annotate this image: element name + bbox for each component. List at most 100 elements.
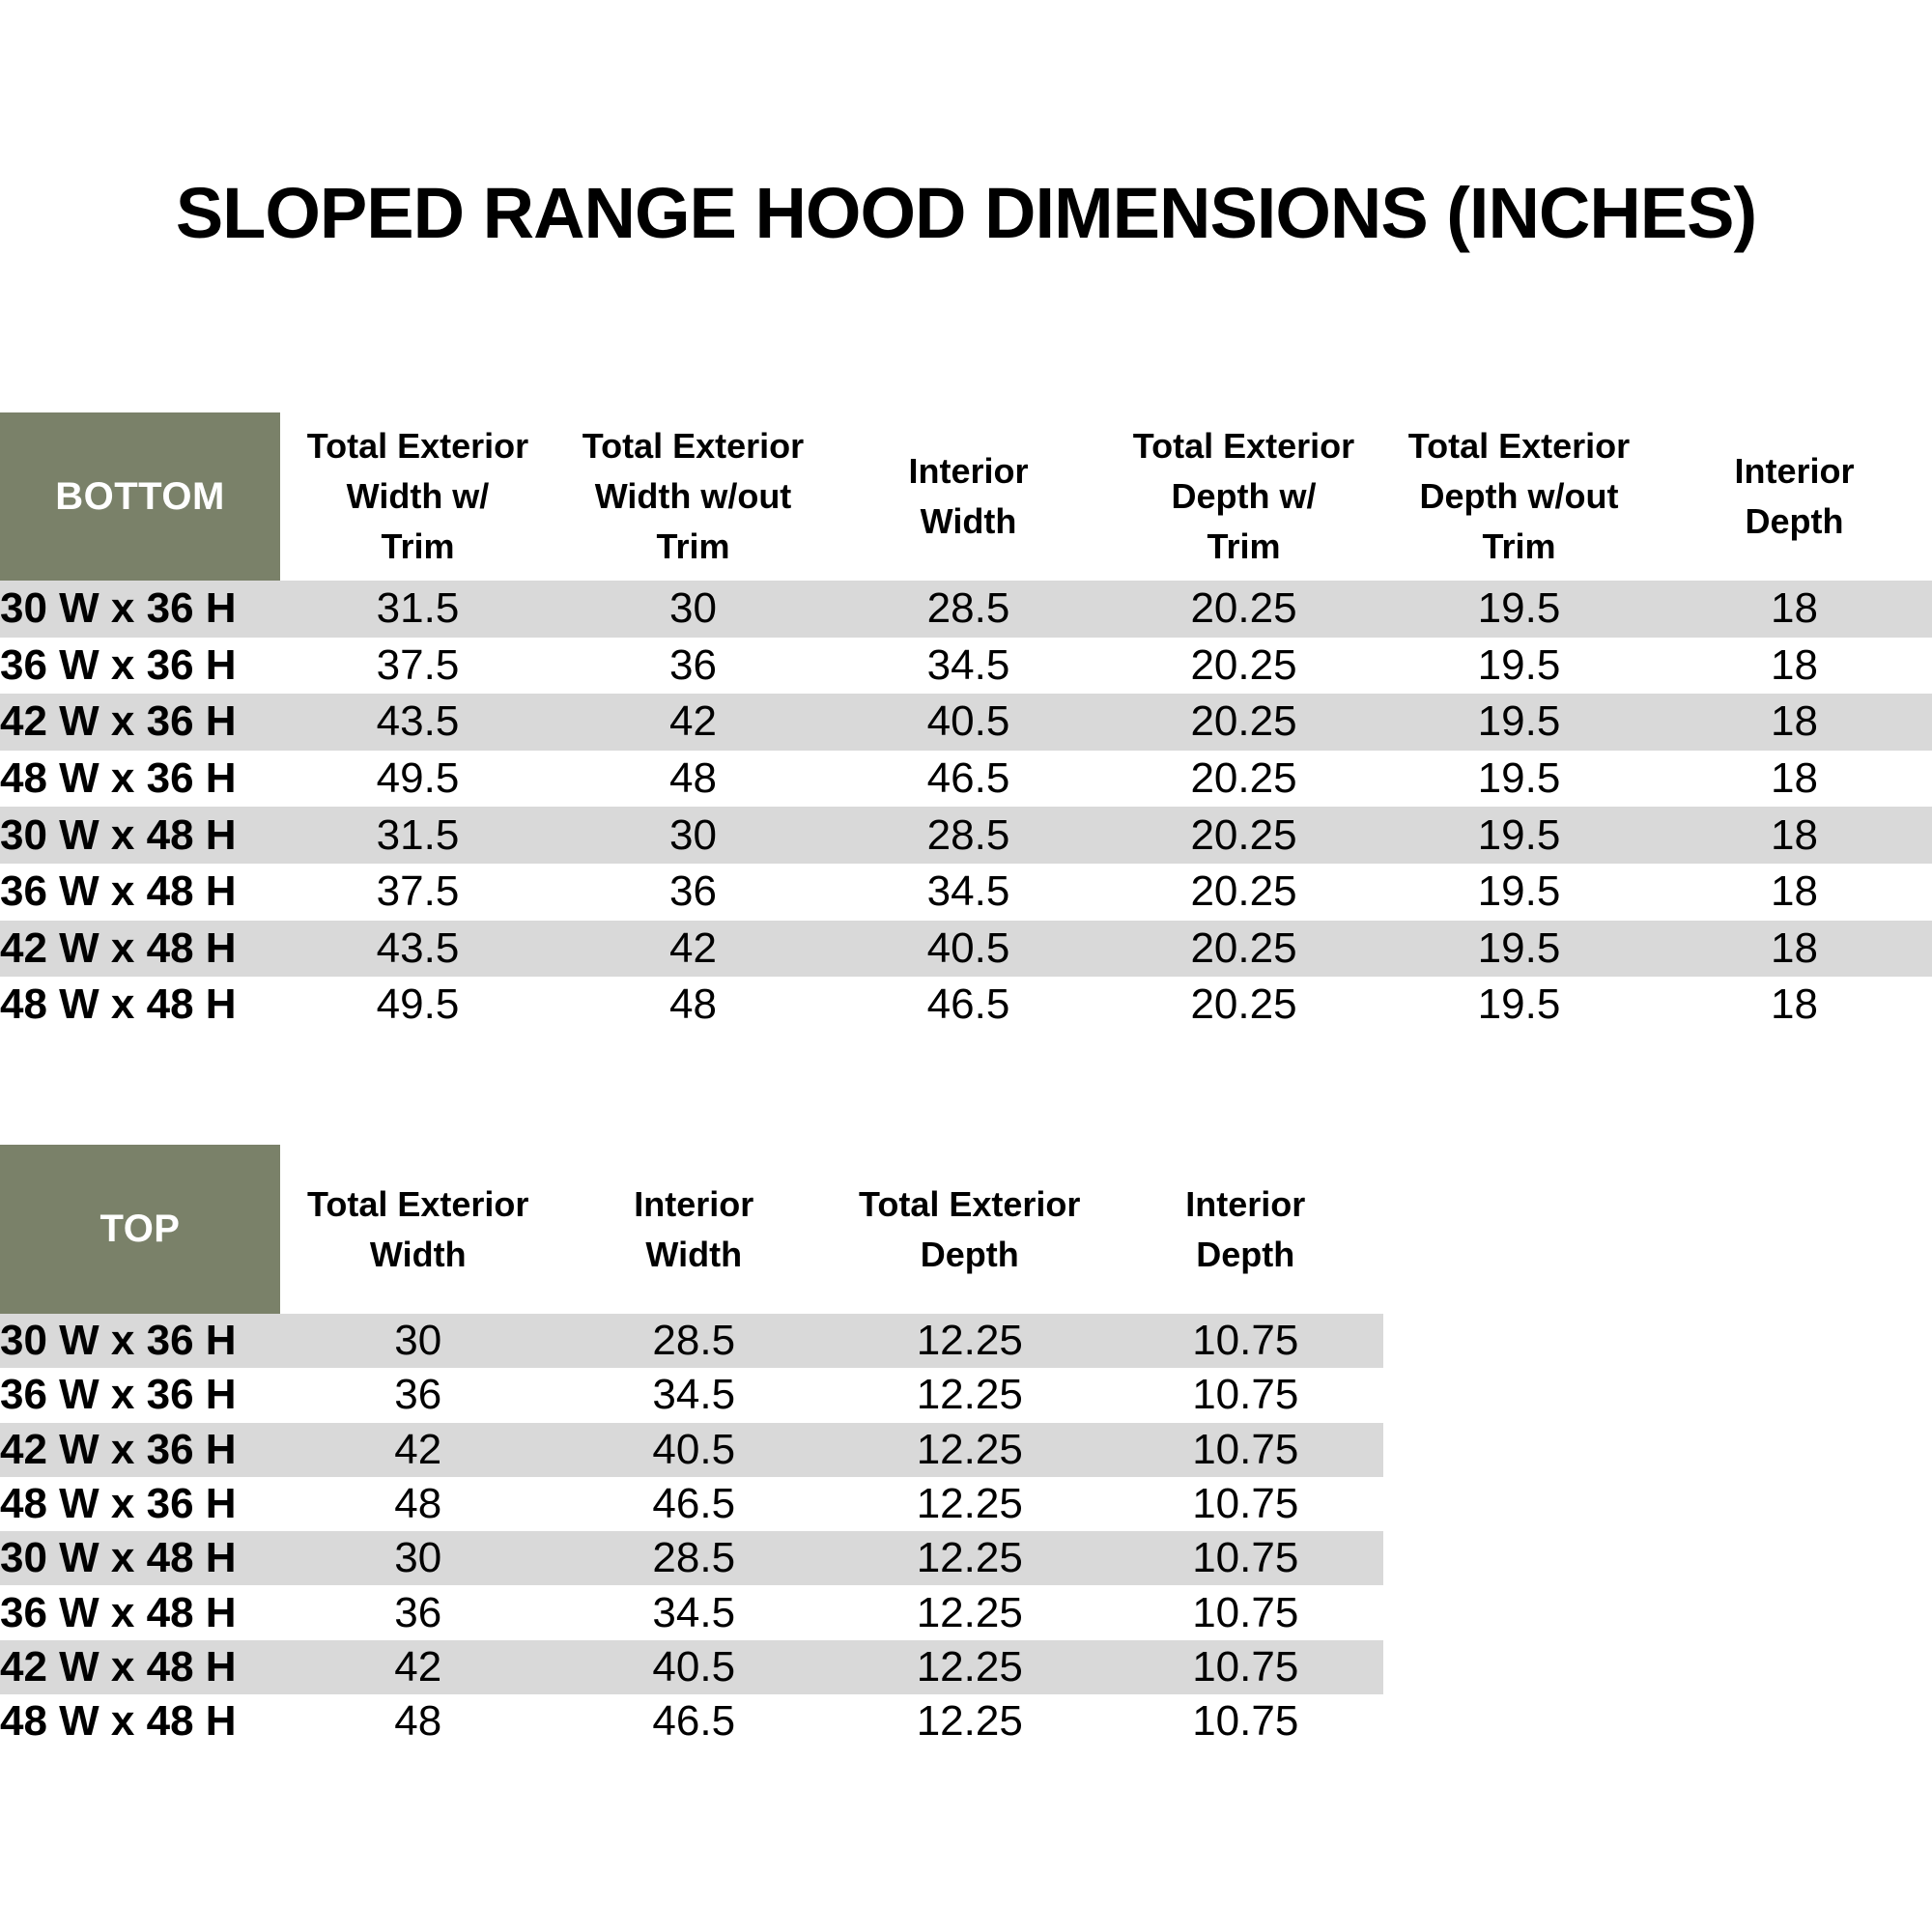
cell-value: 28.5	[831, 807, 1106, 864]
table-row: 42 W x 36 H 43.5 42 40.5 20.25 19.5 18	[0, 694, 1932, 751]
column-header: Interior Width	[634, 1183, 754, 1274]
cell-value: 20.25	[1106, 694, 1381, 751]
table-row: 30 W x 48 H 30 28.5 12.25 10.75	[0, 1531, 1383, 1586]
row-label: 42 W x 48 H	[0, 920, 280, 978]
cell-value: 19.5	[1381, 581, 1657, 638]
row-label: 36 W x 48 H	[0, 1588, 237, 1636]
cell-value: 34.5	[652, 1371, 736, 1419]
table-row: 30 W x 36 H 30 28.5 12.25 10.75	[0, 1314, 1383, 1369]
cell-value: 49.5	[376, 980, 460, 1029]
cell-value: 31.5	[280, 581, 555, 638]
cell-value: 30	[555, 581, 831, 638]
cell-value: 34.5	[926, 867, 1010, 916]
top-table-label: TOP	[0, 1145, 280, 1314]
row-label: 48 W x 36 H	[0, 1480, 237, 1528]
cell-value: 10.75	[1192, 1371, 1299, 1419]
cell-value: 19.5	[1477, 754, 1561, 803]
cell-value: 40.5	[555, 1422, 832, 1477]
cell-value: 10.75	[1107, 1639, 1383, 1695]
top-dimensions-table: TOP Total Exterior Width Interior Width …	[0, 1145, 1383, 1748]
bottom-dimensions-table: BOTTOM Total Exterior Width w/ Trim Tota…	[0, 412, 1932, 1034]
cell-value: 12.25	[832, 1531, 1108, 1586]
bottom-table-header-row: BOTTOM Total Exterior Width w/ Trim Tota…	[0, 412, 1932, 581]
cell-value: 40.5	[831, 694, 1106, 751]
column-header: Total Exterior Width w/out Trim	[582, 426, 805, 566]
cell-value: 34.5	[652, 1588, 736, 1636]
cell-value: 46.5	[926, 980, 1010, 1029]
cell-value: 42	[280, 1422, 556, 1477]
cell-value: 49.5	[376, 754, 460, 803]
table-row: 36 W x 36 H 37.5 36 34.5 20.25 19.5 18	[0, 638, 1932, 695]
cell-value: 48	[669, 754, 717, 803]
cell-value: 20.25	[1106, 920, 1381, 978]
cell-value: 28.5	[831, 581, 1106, 638]
cell-value: 20.25	[1106, 581, 1381, 638]
row-label: 30 W x 36 H	[0, 1314, 280, 1369]
table-row: 36 W x 48 H 37.5 36 34.5 20.25 19.5 18	[0, 864, 1932, 921]
cell-value: 12.25	[832, 1314, 1108, 1369]
row-label: 36 W x 36 H	[0, 640, 237, 689]
table-row: 36 W x 36 H 36 34.5 12.25 10.75	[0, 1368, 1383, 1422]
cell-value: 30	[555, 807, 831, 864]
table-row: 48 W x 48 H 49.5 48 46.5 20.25 19.5 18	[0, 977, 1932, 1034]
column-header: Interior Width	[908, 451, 1029, 541]
cell-value: 19.5	[1381, 694, 1657, 751]
table-row: 42 W x 36 H 42 40.5 12.25 10.75	[0, 1422, 1383, 1477]
table-row: 42 W x 48 H 43.5 42 40.5 20.25 19.5 18	[0, 920, 1932, 978]
cell-value: 19.5	[1381, 807, 1657, 864]
cell-value: 18	[1771, 754, 1818, 803]
cell-value: 20.25	[1190, 867, 1297, 916]
row-label: 30 W x 36 H	[0, 581, 280, 638]
cell-value: 40.5	[831, 920, 1106, 978]
cell-value: 18	[1657, 920, 1932, 978]
cell-value: 36	[669, 640, 717, 689]
row-label: 48 W x 36 H	[0, 754, 237, 803]
cell-value: 43.5	[280, 694, 555, 751]
cell-value: 46.5	[652, 1697, 736, 1746]
row-label: 36 W x 48 H	[0, 867, 237, 916]
page-title: SLOPED RANGE HOOD DIMENSIONS (INCHES)	[175, 173, 1757, 253]
cell-value: 18	[1771, 867, 1818, 916]
cell-value: 36	[669, 867, 717, 916]
column-header: Interior Depth	[1734, 451, 1855, 541]
row-label: 42 W x 36 H	[0, 694, 280, 751]
top-table-header-row: TOP Total Exterior Width Interior Width …	[0, 1145, 1383, 1314]
table-row: 48 W x 36 H 49.5 48 46.5 20.25 19.5 18	[0, 751, 1932, 808]
cell-value: 48	[394, 1480, 442, 1528]
cell-value: 18	[1657, 581, 1932, 638]
cell-value: 12.25	[832, 1422, 1108, 1477]
table-row: 36 W x 48 H 36 34.5 12.25 10.75	[0, 1585, 1383, 1639]
cell-value: 48	[669, 980, 717, 1029]
cell-value: 18	[1657, 807, 1932, 864]
row-label: 30 W x 48 H	[0, 1531, 280, 1586]
cell-value: 19.5	[1477, 640, 1561, 689]
cell-value: 30	[280, 1531, 556, 1586]
cell-value: 46.5	[652, 1480, 736, 1528]
cell-value: 10.75	[1192, 1588, 1299, 1636]
column-header: Total Exterior Depth w/ Trim	[1132, 426, 1355, 566]
cell-value: 12.25	[832, 1639, 1108, 1695]
cell-value: 20.25	[1106, 807, 1381, 864]
cell-value: 10.75	[1192, 1480, 1299, 1528]
column-header: Total Exterior Width w/ Trim	[306, 426, 529, 566]
cell-value: 36	[394, 1371, 442, 1419]
cell-value: 12.25	[916, 1588, 1023, 1636]
cell-value: 19.5	[1381, 920, 1657, 978]
cell-value: 12.25	[916, 1371, 1023, 1419]
cell-value: 43.5	[280, 920, 555, 978]
row-label: 42 W x 36 H	[0, 1422, 280, 1477]
cell-value: 18	[1771, 640, 1818, 689]
cell-value: 10.75	[1192, 1697, 1299, 1746]
cell-value: 37.5	[376, 867, 460, 916]
cell-value: 10.75	[1107, 1422, 1383, 1477]
row-label: 30 W x 48 H	[0, 807, 280, 864]
cell-value: 37.5	[376, 640, 460, 689]
row-label: 48 W x 48 H	[0, 1697, 237, 1746]
cell-value: 12.25	[916, 1480, 1023, 1528]
cell-value: 12.25	[916, 1697, 1023, 1746]
table-row: 30 W x 36 H 31.5 30 28.5 20.25 19.5 18	[0, 581, 1932, 638]
cell-value: 31.5	[280, 807, 555, 864]
cell-value: 36	[394, 1588, 442, 1636]
cell-value: 42	[280, 1639, 556, 1695]
cell-value: 19.5	[1477, 980, 1561, 1029]
